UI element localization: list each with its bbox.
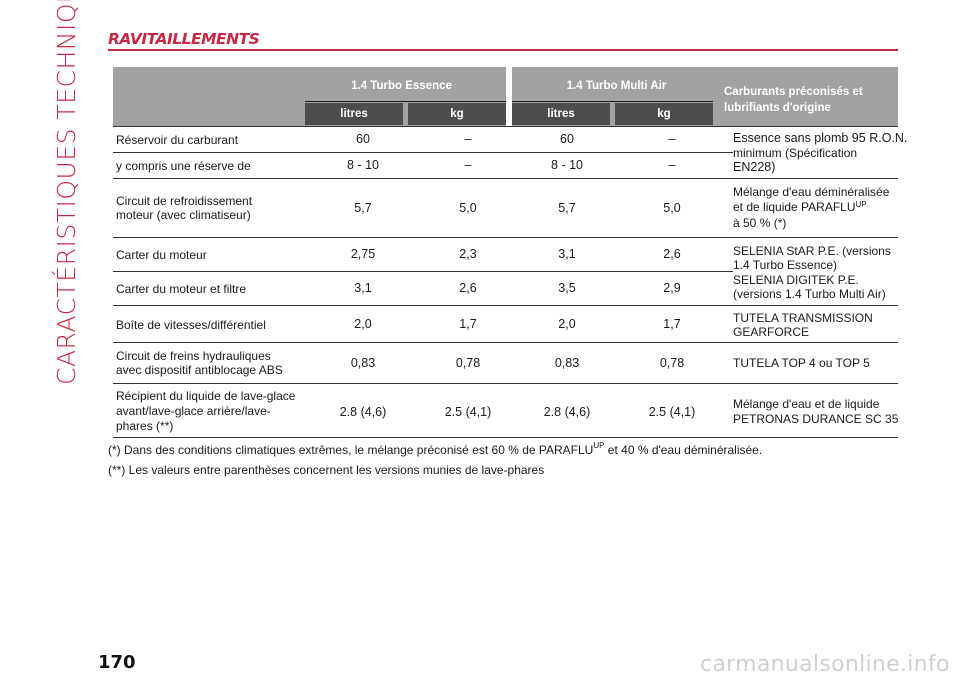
- row-label: Réservoir du carburant: [116, 133, 239, 147]
- header-divider-2: [512, 101, 713, 102]
- group2-heading: 1.4 Turbo Multi Air: [566, 80, 667, 92]
- row-divider: [113, 237, 898, 238]
- coolant-spec-line3: à 50 % (*): [733, 216, 787, 230]
- subheader-cell: [615, 103, 713, 125]
- subheader-cell: [408, 103, 506, 125]
- row-divider: [113, 305, 898, 306]
- cell-value: 2.5 (4,1): [648, 405, 696, 419]
- oil-spec-line3: SELENIA DIGITEK P.E.: [733, 273, 859, 287]
- cell-value: 5,7: [558, 201, 576, 215]
- cell-value: –: [464, 132, 472, 146]
- coolant-spec-line1: Mélange d'eau déminéralisée: [733, 185, 890, 199]
- subheader-kg: kg: [450, 108, 464, 120]
- row-label: Carter du moteur: [116, 248, 207, 262]
- table-header-corner: [113, 67, 297, 126]
- table-header-lubricants: [721, 67, 898, 126]
- cell-value: 8 - 10: [551, 158, 583, 172]
- row-label: y compris une réserve de: [116, 159, 251, 173]
- chapter-side-title: CARACTÉRISTIQUES TECHNIQUES: [52, 0, 81, 385]
- row-label: Boîte de vitesses/différentiel: [116, 318, 266, 332]
- row-divider: [113, 342, 898, 343]
- row-divider: [113, 178, 898, 179]
- cell-value: 2,0: [354, 317, 372, 331]
- row-divider: [113, 437, 898, 438]
- cell-value: 2.5 (4,1): [444, 405, 492, 419]
- row-divider: [113, 383, 898, 384]
- row-label: Récipient du liquide de lave-glace: [116, 389, 296, 403]
- row-label: Carter du moteur et filtre: [116, 282, 247, 296]
- row-divider-partial: [113, 271, 733, 272]
- row-label-line2: avec dispositif antiblocage ABS: [116, 363, 283, 377]
- fuel-spec-line2: minimum (Spécification: [733, 146, 858, 160]
- fuel-spec-line1: Essence sans plomb 95 R.O.N.: [733, 131, 908, 145]
- cell-value: 0,78: [659, 356, 685, 370]
- footnote-1: (*) Dans des conditions climatiques extr…: [108, 441, 763, 457]
- watermark: carmanualsonline.info: [700, 652, 950, 677]
- lubricants-heading-line2: lubrifiants d'origine: [724, 102, 831, 114]
- washer-spec-line2: PETRONAS DURANCE SC 35: [733, 412, 899, 426]
- subheader-litres: litres: [547, 108, 575, 120]
- gearbox-spec-line1: TUTELA TRANSMISSION: [733, 311, 873, 325]
- cell-value: 1,7: [459, 317, 477, 331]
- brake-spec-line1: TUTELA TOP 4 ou TOP 5: [733, 356, 870, 370]
- row-label-line2: moteur (avec climatiseur): [116, 208, 251, 222]
- washer-spec-line1: Mélange d'eau et de liquide: [733, 397, 880, 411]
- cell-value: –: [668, 158, 676, 172]
- row-label-line3: phares (**): [116, 419, 174, 433]
- subheader-cell: [512, 103, 610, 125]
- cell-value: 60: [560, 132, 574, 146]
- cell-value: 2,75: [350, 247, 376, 261]
- cell-value: 2,9: [663, 281, 681, 295]
- coolant-spec-line2: et de liquide PARAFLUUP: [733, 200, 867, 214]
- row-divider: [113, 126, 898, 127]
- subheader-litres: litres: [340, 108, 368, 120]
- cell-value: 0,78: [455, 356, 481, 370]
- title-rule: [108, 49, 898, 51]
- cell-value: 2,3: [459, 247, 477, 261]
- group1-heading: 1.4 Turbo Essence: [351, 80, 452, 92]
- cell-value: 8 - 10: [347, 158, 379, 172]
- row-divider-partial: [113, 152, 733, 153]
- header-divider-1: [305, 101, 506, 102]
- cell-value: 0,83: [350, 356, 376, 370]
- cell-value: 3,5: [558, 281, 576, 295]
- subheader-kg: kg: [657, 108, 671, 120]
- oil-spec-line1: SELENIA StAR P.E. (versions: [733, 244, 891, 258]
- cell-value: 60: [356, 132, 370, 146]
- gearbox-spec-line2: GEARFORCE: [733, 325, 810, 339]
- cell-value: 5,0: [459, 201, 477, 215]
- subheader-cell: [305, 103, 403, 125]
- row-label: Circuit de refroidissement: [116, 194, 253, 208]
- oil-spec-line4: (versions 1.4 Turbo Multi Air): [733, 287, 886, 301]
- cell-value: 3,1: [354, 281, 372, 295]
- fuel-spec-line3: EN228): [733, 160, 776, 174]
- row-label-line2: avant/lave-glace arrière/lave-: [116, 404, 271, 418]
- row-label: Circuit de freins hydrauliques: [116, 349, 271, 363]
- cell-value: 2,0: [558, 317, 576, 331]
- cell-value: –: [668, 132, 676, 146]
- lubricants-heading-line1: Carburants préconisés et: [724, 86, 863, 98]
- page-number: 170: [98, 652, 136, 673]
- cell-value: 2,6: [663, 247, 681, 261]
- section-title: RAVITAILLEMENTS: [108, 30, 260, 48]
- cell-value: –: [464, 158, 472, 172]
- cell-value: 2.8 (4,6): [543, 405, 591, 419]
- oil-spec-line2: 1.4 Turbo Essence): [733, 258, 838, 272]
- cell-value: 3,1: [558, 247, 576, 261]
- cell-value: 5,7: [354, 201, 372, 215]
- cell-value: 2,6: [459, 281, 477, 295]
- cell-value: 2.8 (4,6): [339, 405, 387, 419]
- footnote-2: (**) Les valeurs entre parenthèses conce…: [108, 463, 545, 477]
- cell-value: 5,0: [663, 201, 681, 215]
- cell-value: 0,83: [554, 356, 580, 370]
- cell-value: 1,7: [663, 317, 681, 331]
